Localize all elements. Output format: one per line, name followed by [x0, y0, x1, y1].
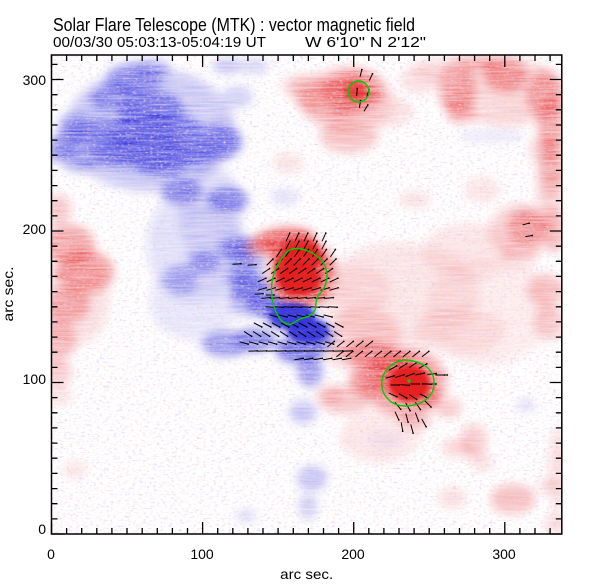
svg-text:300: 300: [492, 546, 516, 562]
svg-text:100: 100: [23, 371, 47, 387]
svg-text:arc sec.: arc sec.: [280, 566, 333, 582]
svg-text:Solar Flare Telescope (MTK) :: Solar Flare Telescope (MTK) : vector mag…: [53, 15, 415, 35]
svg-text:0: 0: [47, 546, 55, 562]
svg-text:100: 100: [190, 546, 214, 562]
svg-text:0: 0: [38, 521, 46, 537]
svg-text:200: 200: [341, 546, 365, 562]
svg-text:W 6'10" N 2'12": W 6'10" N 2'12": [305, 35, 426, 51]
svg-text:200: 200: [23, 221, 47, 237]
svg-text:arc sec.: arc sec.: [0, 267, 16, 322]
svg-text:300: 300: [23, 72, 47, 88]
svg-text:00/03/30 05:03:13-05:04:19 UT: 00/03/30 05:03:13-05:04:19 UT: [53, 35, 266, 51]
